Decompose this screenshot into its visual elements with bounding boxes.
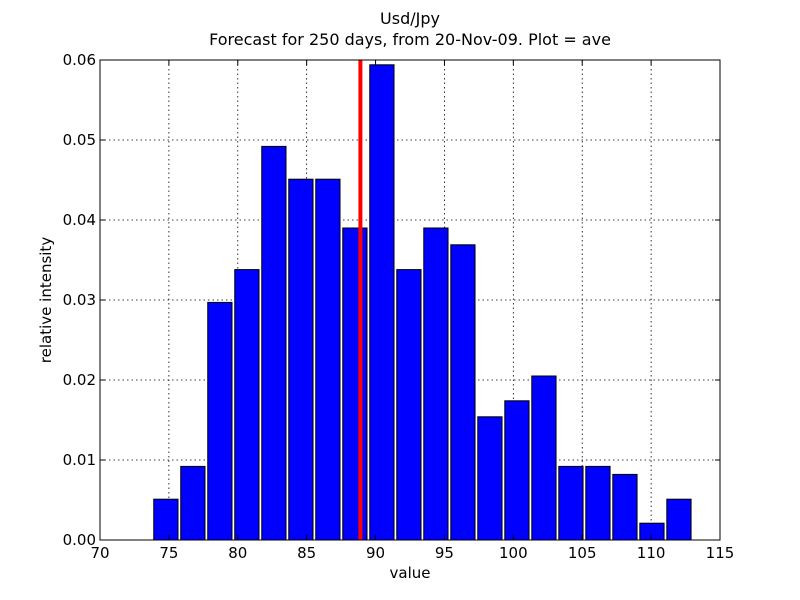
histogram-bar-19 bbox=[666, 498, 692, 541]
x-tick-label: 100 bbox=[499, 544, 528, 562]
x-axis-label: value bbox=[390, 564, 431, 582]
histogram-bar-13 bbox=[504, 400, 530, 541]
histogram-bar-0 bbox=[153, 498, 179, 541]
x-tick-label: 80 bbox=[228, 544, 247, 562]
histogram-bar-17 bbox=[612, 473, 638, 541]
y-tick-label: 0.04 bbox=[63, 211, 96, 229]
y-axis-label: relative intensity bbox=[37, 237, 55, 364]
histogram-bar-8 bbox=[369, 64, 395, 541]
chart-title: Usd/Jpy bbox=[380, 9, 440, 28]
histogram-bar-6 bbox=[315, 178, 341, 541]
y-tick-label: 0.05 bbox=[63, 131, 96, 149]
histogram-bar-10 bbox=[423, 227, 449, 541]
histogram-bar-3 bbox=[234, 269, 260, 541]
x-tick-label: 95 bbox=[435, 544, 454, 562]
histogram-bar-18 bbox=[639, 522, 665, 541]
chart-subtitle: Forecast for 250 days, from 20-Nov-09. P… bbox=[209, 30, 611, 49]
histogram-bar-11 bbox=[450, 244, 476, 541]
histogram-bar-12 bbox=[477, 416, 503, 541]
y-tick-label: 0.03 bbox=[63, 291, 96, 309]
y-tick-label: 0.02 bbox=[63, 371, 96, 389]
histogram-bar-14 bbox=[531, 375, 557, 541]
histogram-bar-7 bbox=[342, 227, 368, 541]
x-tick-label: 90 bbox=[366, 544, 385, 562]
x-tick-label: 115 bbox=[706, 544, 735, 562]
x-tick-label: 110 bbox=[637, 544, 666, 562]
histogram-bar-16 bbox=[585, 465, 611, 541]
x-tick-label: 75 bbox=[159, 544, 178, 562]
y-tick-label: 0.06 bbox=[63, 51, 96, 69]
histogram-bar-9 bbox=[396, 269, 422, 541]
histogram-bar-5 bbox=[288, 178, 314, 541]
y-tick-label: 0.00 bbox=[63, 531, 96, 549]
histogram-bar-1 bbox=[180, 465, 206, 541]
y-tick-label: 0.01 bbox=[63, 451, 96, 469]
ticks-group: 70 75 80 85 90 95 100 105 110 115 0.00 0.01 0.02 0.03… bbox=[63, 51, 735, 562]
histogram-bar-2 bbox=[207, 301, 233, 541]
histogram-bar-4 bbox=[261, 145, 287, 541]
x-tick-label: 70 bbox=[90, 544, 109, 562]
histogram-bar-15 bbox=[558, 465, 584, 541]
x-tick-label: 105 bbox=[568, 544, 597, 562]
bars-group bbox=[153, 64, 692, 541]
x-tick-label: 85 bbox=[297, 544, 316, 562]
